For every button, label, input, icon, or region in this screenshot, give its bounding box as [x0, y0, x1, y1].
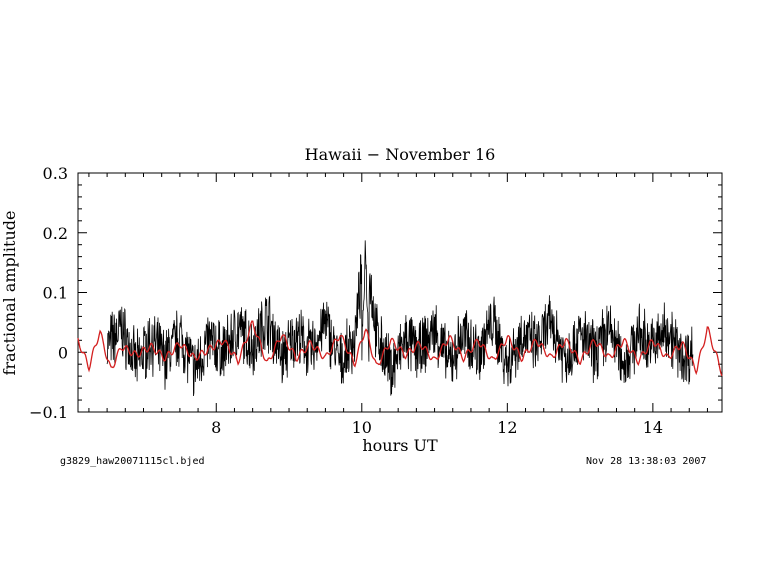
light-curve-line: [106, 240, 694, 397]
y-tick-label: 0.1: [43, 284, 68, 303]
x-tick-label: 10: [352, 418, 372, 437]
x-tick-label: 8: [211, 418, 221, 437]
y-axis-label: fractional amplitude: [0, 211, 19, 376]
tick-labels: 8 10 12 14 −0.1 0 0.1 0.2 0.3: [29, 164, 663, 437]
y-tick-label: 0.3: [43, 164, 68, 183]
y-tick-label: −0.1: [29, 403, 68, 422]
x-axis-label: hours UT: [362, 436, 438, 455]
x-tick-label: 12: [497, 418, 517, 437]
x-tick-label: 14: [643, 418, 663, 437]
series: [77, 240, 723, 397]
model-fit-line: [77, 320, 723, 377]
chart-title: Hawaii − November 16: [305, 145, 496, 164]
footer-timestamp: Nov 28 13:38:03 2007: [586, 456, 707, 467]
y-tick-label: 0.2: [43, 224, 68, 243]
y-tick-label: 0: [58, 343, 68, 362]
footer-filename: g3829_haw20071115cl.bjed: [60, 456, 205, 467]
